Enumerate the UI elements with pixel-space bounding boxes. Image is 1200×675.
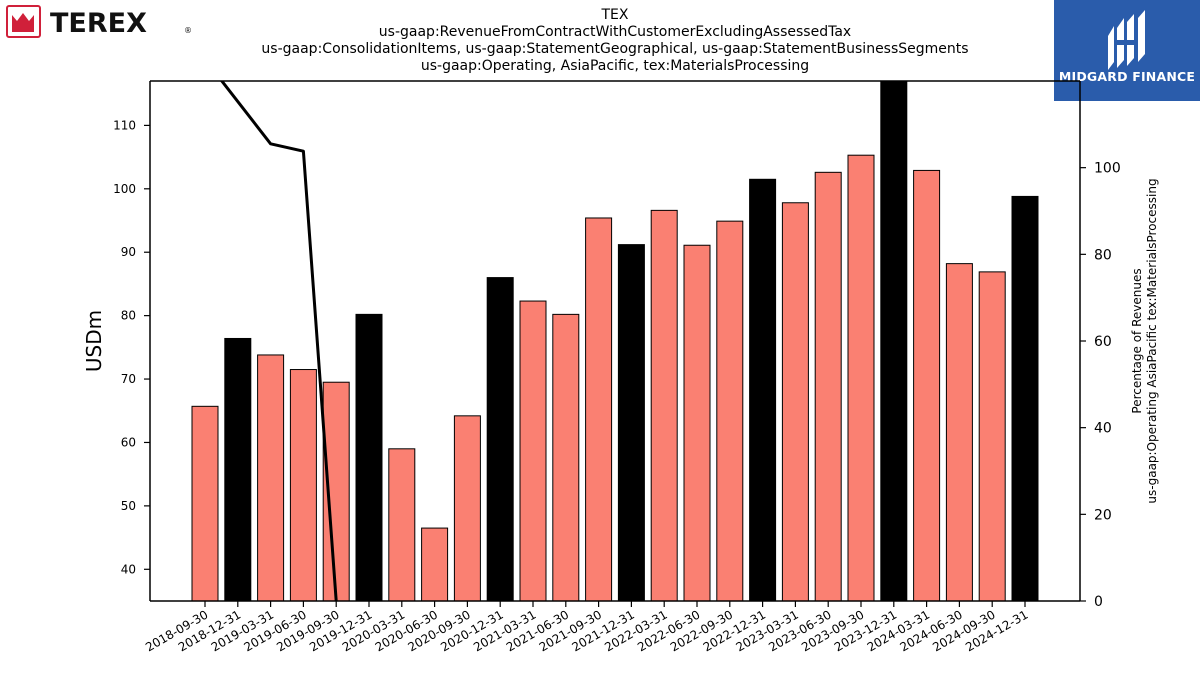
y-tick-label: 70 — [121, 372, 136, 386]
bar — [289, 369, 317, 601]
bar — [617, 244, 645, 601]
series-line — [219, 81, 338, 601]
bar — [716, 220, 744, 601]
bar — [650, 209, 678, 601]
bar — [913, 169, 941, 601]
bar — [486, 277, 514, 601]
y2-tick-label: 20 — [1094, 507, 1112, 523]
bar — [453, 415, 481, 601]
bar — [978, 271, 1006, 601]
y-tick-label: 110 — [113, 118, 136, 132]
svg-text:®: ® — [184, 26, 192, 35]
bar — [191, 405, 219, 601]
bar — [552, 313, 580, 601]
midgard-finance-logo: MIDGARD FINANCE — [1054, 0, 1200, 101]
bar — [585, 217, 613, 601]
bar — [519, 300, 547, 601]
bars-layer — [191, 81, 1039, 601]
y-tick-label: 40 — [121, 562, 136, 576]
y-axis-label: USDm — [82, 310, 106, 372]
chart-title-line-4: us-gaap:Operating, AsiaPacific, tex:Mate… — [420, 58, 810, 74]
bar — [355, 313, 383, 601]
y-tick-label: 50 — [121, 499, 136, 513]
chart-title-line-3: us-gaap:ConsolidationItems, us-gaap:Stat… — [261, 41, 969, 57]
bar — [847, 154, 875, 601]
y-tick-label: 100 — [113, 182, 136, 196]
bar — [421, 527, 449, 601]
bar — [257, 354, 285, 601]
chart-title-line-2: us-gaap:RevenueFromContractWithCustomerE… — [378, 24, 852, 40]
bar — [749, 178, 777, 601]
y2-tick-label: 0 — [1094, 594, 1103, 610]
bar — [388, 448, 416, 601]
y2-tick-label: 40 — [1094, 421, 1112, 437]
y-tick-label: 60 — [121, 435, 136, 449]
bar — [880, 81, 908, 601]
bar — [683, 244, 711, 601]
bar — [1011, 195, 1039, 601]
y-tick-label: 90 — [121, 245, 136, 259]
y2-tick-label: 100 — [1094, 161, 1121, 177]
y-tick-label: 80 — [121, 309, 136, 323]
terex-logo: TEREX ® — [6, 5, 196, 39]
chart-title-block: TEX us-gaap:RevenueFromContractWithCusto… — [215, 7, 1015, 75]
midgard-wordmark: MIDGARD FINANCE — [1058, 69, 1196, 84]
y2-tick-label: 80 — [1094, 247, 1112, 263]
bar — [945, 263, 973, 601]
terex-wordmark: TEREX — [50, 8, 147, 39]
bar — [814, 171, 842, 601]
chart-title-line-1: TEX — [601, 7, 629, 23]
y2-axis-label-line: Percentage of Revenues — [1130, 268, 1144, 413]
midgard-emblem-icon — [1108, 10, 1145, 70]
bar — [224, 337, 252, 601]
y2-tick-label: 60 — [1094, 334, 1112, 350]
bar — [781, 202, 809, 601]
line-layer — [219, 81, 338, 601]
y2-axis-label-line: us-gaap:Operating AsiaPacific tex:Materi… — [1145, 178, 1159, 503]
